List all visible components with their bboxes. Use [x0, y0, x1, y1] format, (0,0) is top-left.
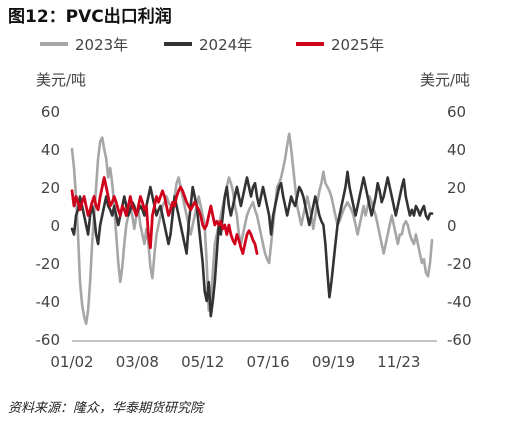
y-axis-label-left: 美元/吨 — [36, 71, 86, 89]
y-tick-left-1: 40 — [41, 141, 60, 159]
y-tick-left-4: -20 — [36, 255, 61, 273]
source-note: 资料来源：隆众，华泰期货研究院 — [8, 400, 205, 416]
series-lines — [70, 132, 434, 326]
y-ticks-left: 60 40 20 0 -20 -40 -60 — [36, 103, 61, 349]
y-tick-right-1: 40 — [447, 141, 466, 159]
x-tick-3: 07/16 — [246, 353, 289, 371]
y-tick-left-5: -40 — [36, 293, 61, 311]
series-line-1 — [70, 132, 434, 326]
y-tick-right-6: -60 — [447, 331, 472, 349]
y-tick-left-2: 20 — [41, 179, 60, 197]
y-tick-right-4: -20 — [447, 255, 472, 273]
y-ticks-right: 60 40 20 0 -20 -40 -60 — [447, 103, 472, 349]
y-tick-left-0: 60 — [41, 103, 60, 121]
legend: 2023年 2024年 2025年 — [40, 36, 384, 54]
x-tick-0: 01/02 — [50, 353, 93, 371]
series-line-2 — [70, 170, 434, 318]
x-ticks: 01/02 03/08 05/12 07/16 09/19 11/23 — [50, 353, 420, 371]
series-line-3 — [70, 176, 259, 255]
x-tick-5: 11/23 — [377, 353, 420, 371]
legend-label-3: 2025年 — [331, 36, 384, 54]
legend-label-2: 2024年 — [199, 36, 252, 54]
x-tick-2: 05/12 — [181, 353, 224, 371]
y-axis-label-right: 美元/吨 — [420, 71, 470, 89]
y-tick-left-3: 0 — [50, 217, 60, 235]
legend-label-1: 2023年 — [75, 36, 128, 54]
y-tick-right-5: -40 — [447, 293, 472, 311]
y-tick-left-6: -60 — [36, 331, 61, 349]
chart-title: 图12：PVC出口利润 — [8, 6, 172, 27]
y-tick-right-0: 60 — [447, 103, 466, 121]
y-tick-right-2: 20 — [447, 179, 466, 197]
x-tick-1: 03/08 — [116, 353, 159, 371]
x-tick-4: 09/19 — [312, 353, 355, 371]
y-tick-right-3: 0 — [447, 217, 457, 235]
